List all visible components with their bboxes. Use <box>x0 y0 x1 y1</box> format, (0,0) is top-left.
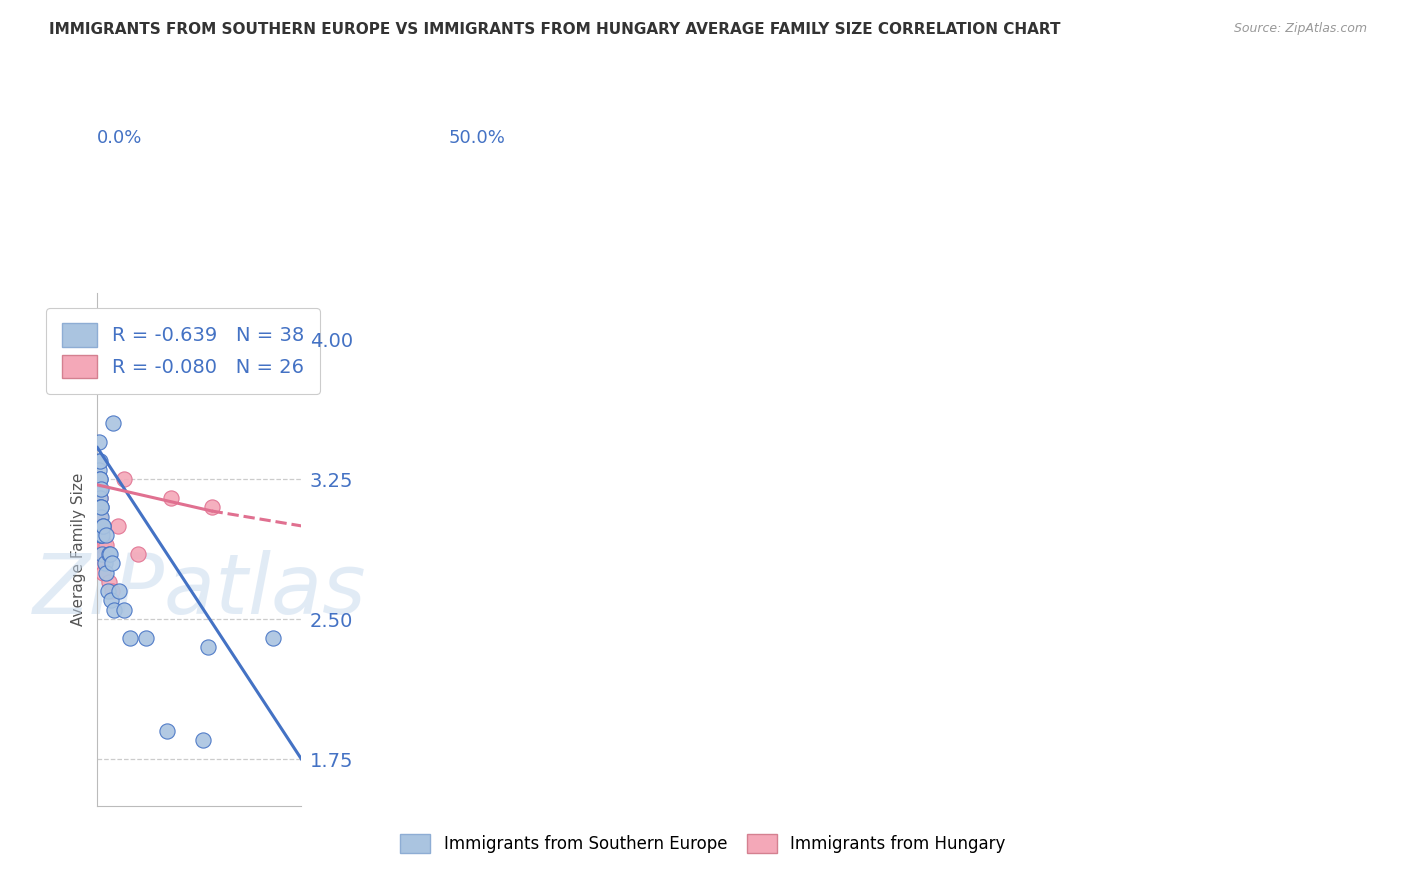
Point <box>90 519 112 533</box>
Point <box>127 547 149 561</box>
Point <box>97 547 120 561</box>
Point <box>89 491 111 505</box>
Point <box>90 500 112 515</box>
Point <box>90 482 112 496</box>
Point <box>135 631 157 645</box>
Point <box>90 528 112 542</box>
Point <box>107 519 129 533</box>
Point <box>101 417 124 431</box>
Point <box>159 491 181 505</box>
Point <box>90 537 112 551</box>
Point <box>89 491 111 505</box>
Point <box>112 472 135 486</box>
Point <box>87 500 110 515</box>
Point <box>89 500 111 515</box>
Point <box>89 482 111 496</box>
Point <box>100 584 122 599</box>
Point <box>89 463 111 477</box>
Text: 0.0%: 0.0% <box>97 128 143 146</box>
Point <box>156 724 179 739</box>
Point <box>90 500 112 515</box>
Point <box>87 500 110 515</box>
Point <box>87 482 110 496</box>
Point <box>87 453 110 467</box>
Text: IMMIGRANTS FROM SOUTHERN EUROPE VS IMMIGRANTS FROM HUNGARY AVERAGE FAMILY SIZE C: IMMIGRANTS FROM SOUTHERN EUROPE VS IMMIG… <box>49 22 1060 37</box>
Point <box>87 351 110 365</box>
Point <box>94 566 117 580</box>
Point <box>96 537 118 551</box>
Point <box>89 472 111 486</box>
Point <box>89 472 111 486</box>
Point <box>200 500 222 515</box>
Point <box>107 584 129 599</box>
Point <box>89 509 111 524</box>
Point <box>112 603 135 617</box>
Point <box>89 509 111 524</box>
Point <box>96 528 118 542</box>
Y-axis label: Average Family Size: Average Family Size <box>72 473 86 626</box>
Point <box>98 379 121 393</box>
Text: 50.0%: 50.0% <box>449 128 505 146</box>
Point <box>93 537 115 551</box>
Point <box>197 640 219 654</box>
Point <box>98 547 121 561</box>
Point <box>118 631 141 645</box>
Point <box>89 528 111 542</box>
Text: ZIPatlas: ZIPatlas <box>32 549 366 631</box>
Point <box>91 547 114 561</box>
Point <box>91 566 114 580</box>
Point <box>100 593 122 607</box>
Point <box>97 574 120 589</box>
Point <box>89 491 111 505</box>
Point <box>91 556 114 570</box>
Point <box>103 603 125 617</box>
Point <box>90 509 112 524</box>
Point <box>91 519 114 533</box>
Point <box>93 519 115 533</box>
Point <box>96 584 118 599</box>
Point <box>87 434 110 449</box>
Point <box>90 528 112 542</box>
Legend: Immigrants from Southern Europe, Immigrants from Hungary: Immigrants from Southern Europe, Immigra… <box>392 825 1014 862</box>
Point <box>100 556 122 570</box>
Point <box>93 547 115 561</box>
Point <box>90 519 112 533</box>
Point <box>89 453 111 467</box>
Point <box>93 556 115 570</box>
Legend: R = -0.639   N = 38, R = -0.080   N = 26: R = -0.639 N = 38, R = -0.080 N = 26 <box>46 308 321 394</box>
Point <box>90 528 112 542</box>
Point <box>87 472 110 486</box>
Text: Source: ZipAtlas.com: Source: ZipAtlas.com <box>1233 22 1367 36</box>
Point <box>193 733 215 747</box>
Point <box>262 631 284 645</box>
Point <box>89 509 111 524</box>
